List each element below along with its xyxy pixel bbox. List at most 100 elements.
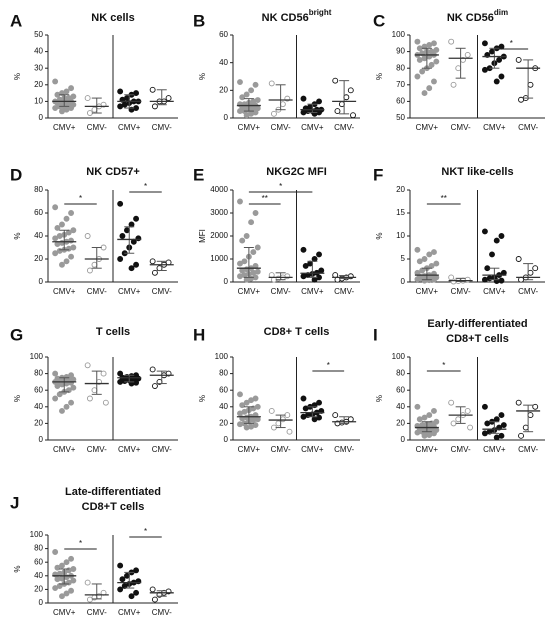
- data-point: [426, 412, 433, 419]
- data-point: [300, 395, 307, 402]
- data-point: [52, 78, 59, 85]
- data-point: [124, 572, 130, 579]
- x-tick-label: CMV+: [118, 445, 141, 454]
- data-point: [52, 549, 59, 555]
- y-tick-label: 3000: [210, 208, 228, 217]
- data-point: [431, 408, 437, 414]
- data-point: [532, 265, 539, 272]
- data-point: [431, 249, 437, 256]
- significance-label: **: [262, 194, 268, 203]
- data-point: [86, 596, 93, 603]
- x-tick-label: CMV-: [451, 445, 471, 454]
- data-point: [464, 276, 471, 283]
- x-tick-label: CMV-: [87, 608, 107, 617]
- data-point: [86, 395, 93, 402]
- panel-letter: J: [10, 493, 19, 512]
- x-tick-label: CMV+: [238, 287, 261, 296]
- x-tick-label: CMV-: [271, 123, 291, 132]
- data-point: [151, 383, 158, 389]
- data-point: [316, 399, 322, 406]
- data-point: [515, 256, 522, 262]
- data-point: [493, 78, 500, 85]
- data-point: [128, 593, 135, 600]
- data-point: [243, 233, 250, 239]
- y-tick-label: 20: [34, 585, 43, 594]
- y-tick-label: 60: [219, 30, 228, 39]
- data-point: [59, 593, 65, 600]
- y-tick-label: 100: [30, 352, 44, 361]
- title-main: NKT like-cells: [441, 166, 513, 178]
- x-tick-label: CMV-: [518, 287, 538, 296]
- data-point: [117, 200, 124, 207]
- y-tick-label: 70: [396, 80, 405, 89]
- x-tick-label: CMV-: [334, 123, 354, 132]
- data-point: [59, 108, 65, 115]
- data-point: [128, 265, 135, 272]
- data-point: [481, 276, 488, 283]
- title-main: T cells: [96, 326, 130, 338]
- data-point: [151, 269, 158, 276]
- data-point: [433, 418, 440, 425]
- x-tick-label: CMV+: [483, 123, 506, 132]
- y-tick-label: 100: [215, 352, 229, 361]
- y-tick-label: 20: [396, 185, 405, 194]
- data-point: [237, 421, 243, 428]
- y-tick-label: 80: [396, 369, 405, 378]
- data-point: [484, 420, 491, 427]
- data-point: [52, 250, 59, 257]
- data-point: [419, 267, 426, 274]
- y-tick-label: 0: [224, 113, 229, 122]
- data-point: [119, 576, 126, 583]
- significance-label: *: [327, 361, 330, 370]
- data-point: [416, 416, 423, 423]
- data-point: [493, 434, 500, 441]
- data-point: [237, 198, 243, 205]
- data-point: [426, 432, 433, 438]
- data-point: [68, 555, 75, 562]
- data-point: [84, 233, 91, 239]
- data-point: [450, 420, 457, 427]
- panel-letter: G: [10, 325, 23, 344]
- y-tick-label: 80: [34, 544, 43, 553]
- data-point: [515, 399, 522, 406]
- y-tick-label: 60: [396, 385, 405, 394]
- data-point: [481, 430, 488, 437]
- y-tick-label: 0: [224, 435, 229, 444]
- y-axis-label: %: [13, 73, 22, 80]
- data-point: [68, 587, 75, 594]
- data-point: [149, 258, 156, 265]
- data-point: [248, 87, 255, 94]
- data-point: [239, 237, 246, 244]
- data-point: [91, 387, 98, 394]
- x-tick-label: CMV+: [416, 445, 439, 454]
- panel-title: Early-differentiated: [427, 318, 527, 330]
- data-point: [302, 405, 309, 412]
- data-point: [243, 112, 250, 119]
- y-axis-label: MFI: [198, 229, 207, 243]
- data-point: [117, 103, 124, 110]
- data-point: [489, 48, 495, 55]
- data-point: [481, 40, 488, 47]
- y-tick-label: 60: [219, 385, 228, 394]
- data-point: [481, 228, 488, 235]
- data-point: [416, 45, 423, 52]
- y-tick-label: 20: [396, 419, 405, 428]
- x-tick-label: CMV-: [152, 123, 172, 132]
- x-tick-label: CMV+: [483, 445, 506, 454]
- data-point: [239, 402, 246, 409]
- x-tick-label: CMV-: [152, 608, 172, 617]
- data-point: [52, 105, 59, 111]
- data-point: [52, 235, 59, 242]
- significance-label: **: [441, 194, 447, 203]
- data-point: [311, 276, 318, 283]
- panel-title: CD8+T cells: [446, 333, 509, 345]
- data-point: [489, 251, 495, 258]
- y-tick-label: 0: [401, 435, 406, 444]
- data-point: [59, 261, 65, 268]
- data-point: [248, 397, 255, 404]
- data-point: [350, 112, 356, 119]
- data-point: [450, 278, 457, 285]
- data-point: [56, 391, 63, 398]
- data-point: [496, 56, 503, 63]
- data-point: [414, 403, 421, 410]
